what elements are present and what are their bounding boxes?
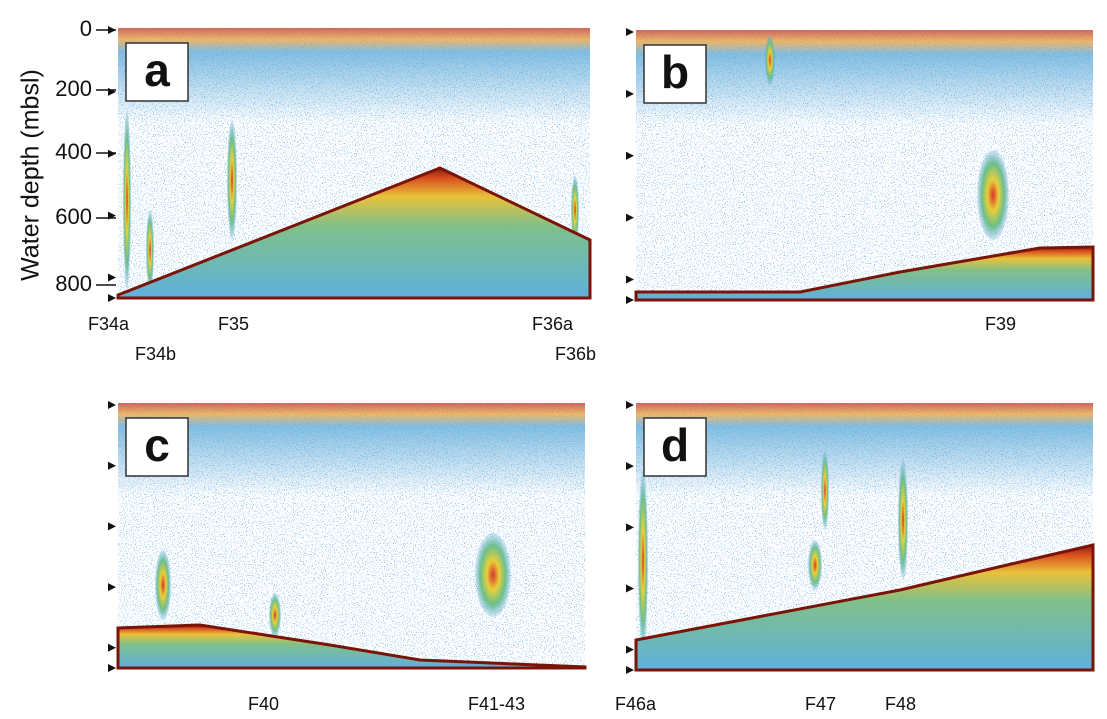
gas-flare: [123, 110, 131, 290]
panel-label: d: [661, 419, 689, 471]
depth-marker: [626, 666, 634, 674]
gas-flare: [155, 550, 171, 620]
flare-label: F40: [248, 694, 279, 714]
panel-label: a: [144, 44, 170, 96]
depth-marker: [626, 275, 634, 284]
y-tick-label: 0: [80, 16, 92, 41]
depth-marker: [108, 664, 116, 672]
flare-label: F34a: [88, 314, 130, 334]
depth-marker: [108, 643, 116, 652]
depth-marker: [626, 401, 634, 409]
depth-marker: [626, 462, 634, 471]
depth-marker: [626, 584, 634, 593]
depth-marker: [108, 522, 116, 531]
gas-flare: [269, 593, 281, 637]
flare-label: F46a: [615, 694, 657, 714]
flare-label: F41-43: [468, 694, 525, 714]
panel-label-box: [643, 417, 707, 477]
gas-flare: [898, 460, 908, 580]
seafloor: [116, 623, 587, 670]
panel-label-box: [125, 42, 189, 102]
gas-flare: [765, 35, 775, 85]
gas-flare: [977, 150, 1009, 240]
panel-label-box: [125, 417, 189, 477]
panel-label-box: [643, 44, 707, 104]
depth-marker: [626, 645, 634, 654]
flare-label: F36a: [532, 314, 574, 334]
flare-label: F34b: [135, 344, 176, 364]
y-tick-label: 800: [55, 271, 92, 296]
panel-label: c: [144, 419, 170, 471]
flare-label: F39: [985, 314, 1016, 334]
surface-layer: [636, 30, 1093, 125]
seafloor: [634, 543, 1095, 672]
flare-label: F36b: [555, 344, 596, 364]
depth-marker: [626, 28, 634, 36]
y-tick-label: 400: [55, 139, 92, 164]
depth-marker: [108, 294, 116, 302]
gas-flare: [808, 540, 822, 590]
flare-label: F48: [885, 694, 916, 714]
y-tick-label: 200: [55, 76, 92, 101]
gas-flare: [638, 470, 648, 650]
depth-marker: [108, 87, 116, 96]
depth-marker: [108, 273, 116, 282]
surface-layer: [636, 403, 1093, 496]
surface-layer: [118, 28, 590, 123]
depth-marker: [626, 296, 634, 304]
flare-label: F35: [218, 314, 249, 334]
depth-marker: [108, 461, 116, 470]
seafloor: [116, 166, 592, 300]
gas-flare: [821, 450, 829, 530]
depth-marker: [108, 583, 116, 592]
panel-label: b: [661, 46, 689, 98]
depth-marker: [626, 151, 634, 160]
surface-layer: [118, 403, 585, 496]
depth-marker: [626, 523, 634, 532]
gas-flare: [146, 210, 154, 290]
seafloor: [634, 245, 1095, 302]
gas-flare: [571, 175, 579, 245]
depth-marker: [626, 213, 634, 222]
depth-marker: [626, 89, 634, 98]
y-tick-label: 600: [55, 204, 92, 229]
depth-marker: [108, 401, 116, 409]
flare-label: F47: [805, 694, 836, 714]
gas-flare: [227, 120, 237, 240]
y-axis-label: Water depth (mbsl): [17, 69, 45, 281]
gas-flare: [475, 533, 511, 617]
